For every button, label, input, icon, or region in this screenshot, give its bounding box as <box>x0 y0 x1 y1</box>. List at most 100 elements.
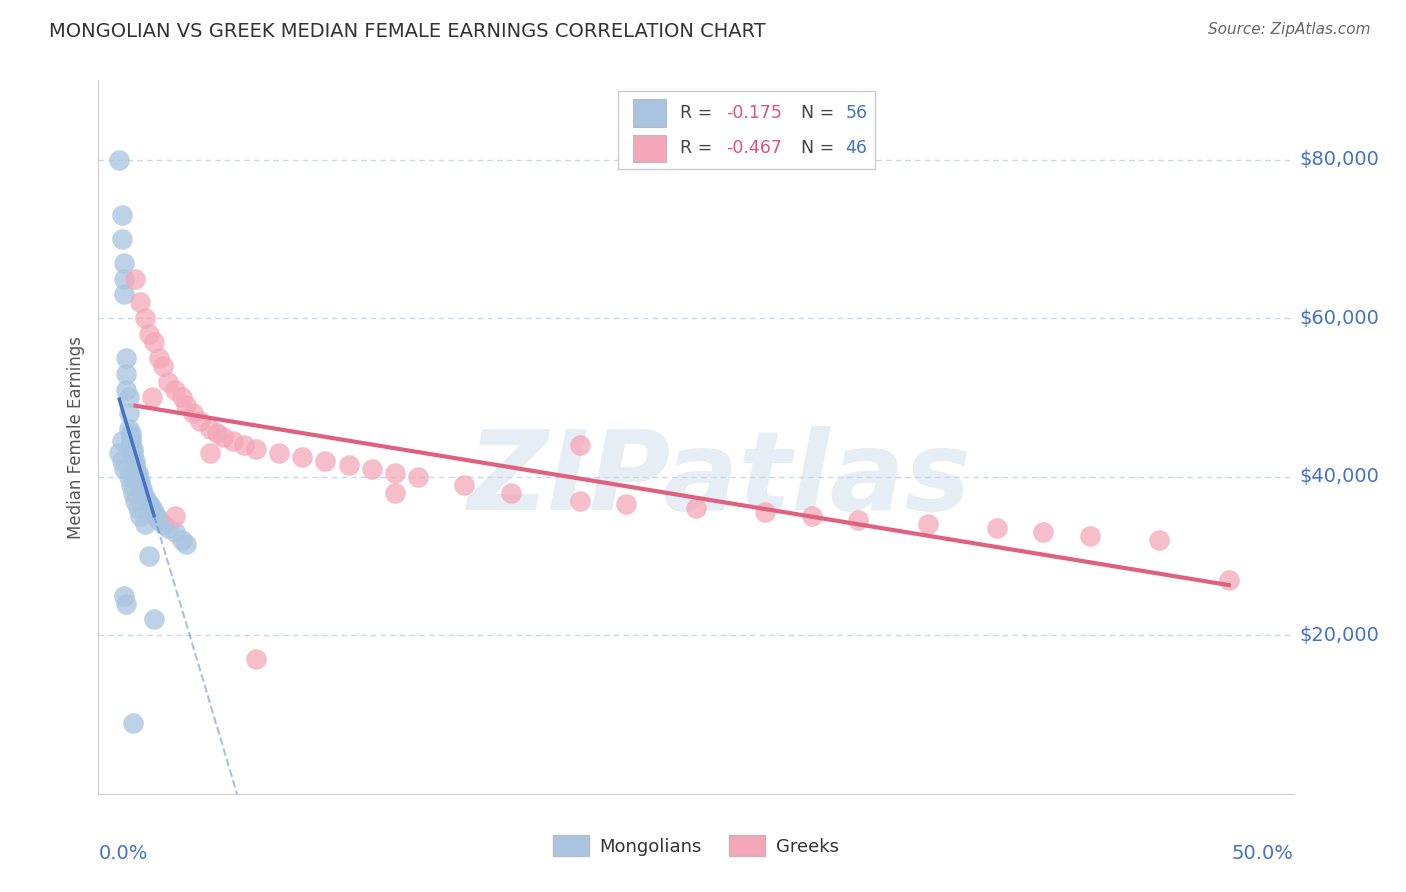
Point <box>569 438 592 452</box>
Point <box>112 271 135 285</box>
Point <box>152 517 174 532</box>
Point <box>384 485 406 500</box>
Point <box>117 469 139 483</box>
Text: -0.467: -0.467 <box>725 139 782 157</box>
Point <box>846 513 869 527</box>
Point <box>222 434 245 448</box>
Point <box>115 367 138 381</box>
Point <box>127 469 149 483</box>
Point <box>499 485 522 500</box>
Point <box>124 462 146 476</box>
Point <box>453 477 475 491</box>
Point <box>569 493 592 508</box>
Text: 46: 46 <box>845 139 868 157</box>
Point <box>152 359 174 373</box>
Text: MONGOLIAN VS GREEK MEDIAN FEMALE EARNINGS CORRELATION CHART: MONGOLIAN VS GREEK MEDIAN FEMALE EARNING… <box>49 22 766 41</box>
Point <box>183 406 205 420</box>
Point <box>136 493 159 508</box>
Point <box>138 549 160 563</box>
Point <box>115 383 138 397</box>
Point <box>131 482 153 496</box>
Point <box>129 509 152 524</box>
Y-axis label: Median Female Earnings: Median Female Earnings <box>67 335 86 539</box>
Point <box>800 509 823 524</box>
Point <box>110 232 132 246</box>
Point <box>120 430 142 444</box>
Point <box>145 509 167 524</box>
Point <box>163 509 186 524</box>
Point <box>337 458 360 472</box>
Point <box>117 406 139 420</box>
Text: N =: N = <box>790 139 841 157</box>
Point <box>124 493 146 508</box>
Point <box>122 485 145 500</box>
Point <box>108 153 131 167</box>
Point <box>120 434 142 448</box>
Point <box>360 462 382 476</box>
Point <box>406 469 429 483</box>
Point <box>267 446 290 460</box>
Point <box>134 311 156 326</box>
Text: $20,000: $20,000 <box>1299 626 1379 645</box>
Text: $40,000: $40,000 <box>1299 467 1379 486</box>
Point <box>233 438 256 452</box>
Point <box>754 505 776 519</box>
FancyBboxPatch shape <box>619 91 876 169</box>
Text: $60,000: $60,000 <box>1299 309 1379 327</box>
Point <box>112 287 135 301</box>
Point <box>156 375 179 389</box>
Point <box>685 501 707 516</box>
Point <box>198 446 221 460</box>
Point <box>129 295 152 310</box>
Point <box>176 537 198 551</box>
Point <box>1218 573 1240 587</box>
Point <box>134 490 156 504</box>
Point <box>122 715 145 730</box>
Point <box>198 422 221 436</box>
Point <box>120 426 142 441</box>
Point <box>141 391 163 405</box>
Point <box>120 438 142 452</box>
Text: R =: R = <box>681 139 718 157</box>
Point <box>112 589 135 603</box>
Text: R =: R = <box>681 104 718 122</box>
Point <box>127 501 149 516</box>
Point <box>112 462 135 476</box>
Text: 50.0%: 50.0% <box>1232 844 1294 863</box>
Point <box>245 652 267 666</box>
Point <box>1147 533 1170 548</box>
Point <box>188 414 211 428</box>
FancyBboxPatch shape <box>633 135 666 161</box>
Point <box>143 505 166 519</box>
Point <box>127 466 149 480</box>
Legend: Mongolians, Greeks: Mongolians, Greeks <box>546 828 846 863</box>
Point <box>141 501 163 516</box>
Text: 56: 56 <box>845 104 868 122</box>
Point <box>143 612 166 626</box>
Point <box>110 454 132 468</box>
Point <box>117 391 139 405</box>
Point <box>156 521 179 535</box>
Text: $80,000: $80,000 <box>1299 150 1379 169</box>
Point <box>124 458 146 472</box>
Point <box>1078 529 1101 543</box>
Point <box>122 446 145 460</box>
Point <box>129 474 152 488</box>
Text: N =: N = <box>790 104 841 122</box>
Point <box>384 466 406 480</box>
Point <box>314 454 336 468</box>
Point <box>117 422 139 436</box>
Point <box>986 521 1008 535</box>
Point <box>124 454 146 468</box>
Point <box>148 513 170 527</box>
Point <box>131 485 153 500</box>
Point <box>110 208 132 222</box>
Point <box>163 383 186 397</box>
Point <box>148 351 170 365</box>
Point <box>115 351 138 365</box>
Point <box>212 430 235 444</box>
Point <box>112 255 135 269</box>
Text: 0.0%: 0.0% <box>98 844 148 863</box>
Point <box>122 442 145 456</box>
Point <box>917 517 939 532</box>
